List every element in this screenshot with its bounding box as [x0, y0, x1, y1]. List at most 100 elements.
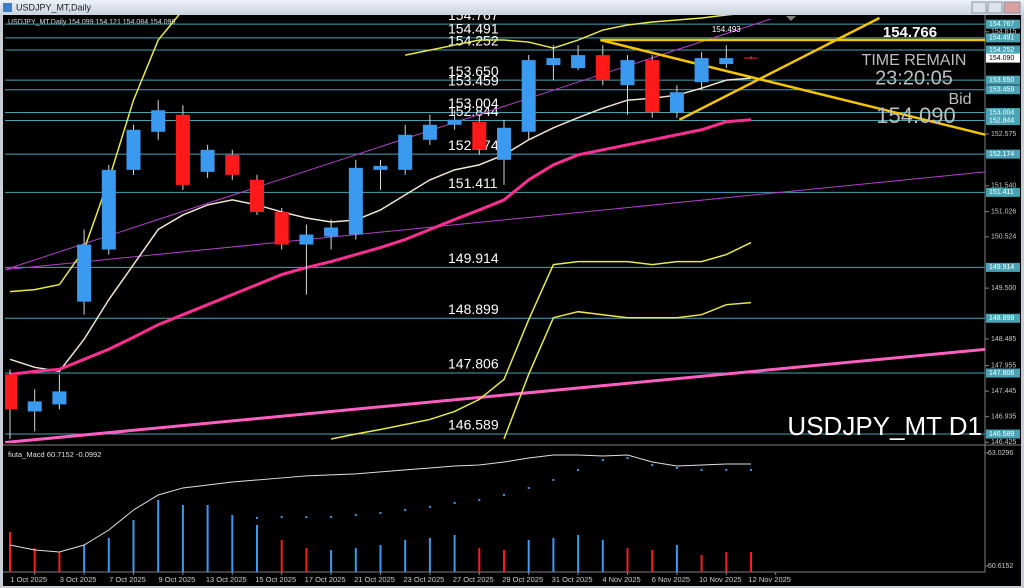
level-axis-box — [986, 429, 1020, 439]
candle-body — [546, 58, 561, 66]
macd-dot — [305, 515, 308, 518]
candle-body — [497, 127, 511, 160]
x-tick-label: 31 Oct 2025 — [552, 575, 593, 584]
trendline — [5, 347, 985, 443]
candle-body — [694, 58, 709, 83]
y-tick-label: 154.615 — [991, 29, 1016, 36]
level-axis-label: 152.844 — [989, 117, 1014, 124]
chart-area — [3, 15, 1021, 586]
y-tick-label: 149.500 — [991, 285, 1016, 292]
candle-body — [645, 60, 660, 113]
level-axis-box — [986, 368, 1020, 378]
macd-dot — [601, 459, 604, 462]
x-tick-label: 27 Oct 2025 — [453, 575, 494, 584]
title-bar — [0, 0, 1024, 15]
macd-dot — [577, 468, 580, 471]
level-axis-label: 154.767 — [989, 21, 1014, 28]
candle-body — [620, 60, 635, 86]
macd-dot — [552, 478, 555, 481]
x-tick-label: 23 Oct 2025 — [403, 575, 444, 584]
level-axis-box — [986, 85, 1020, 95]
candle-body — [521, 60, 536, 132]
y-tick-label: 151.026 — [991, 209, 1016, 216]
indicator-line — [9, 15, 180, 293]
macd-title: fiuta_Macd 60.7152 -0.0992 — [8, 450, 101, 459]
y-tick-label: 151.540 — [991, 183, 1016, 190]
level-axis-box — [986, 33, 1020, 43]
indicator-line — [405, 15, 734, 56]
trendline — [5, 18, 771, 271]
macd-dot — [725, 468, 728, 471]
level-axis-box — [986, 45, 1020, 55]
window-buttons[interactable] — [971, 1, 1021, 14]
level-label: 152.844 — [448, 103, 499, 119]
macd-dot — [651, 464, 654, 467]
candle-body — [719, 58, 734, 65]
macd-dot — [453, 501, 456, 504]
macd-dot — [675, 467, 678, 470]
level-axis-label: 152.174 — [989, 151, 1014, 158]
indicator-line — [503, 301, 752, 440]
candle-body — [324, 227, 339, 237]
trendline — [678, 16, 881, 121]
x-tick-label: 21 Oct 2025 — [354, 575, 395, 584]
level-axis-label: 146.589 — [989, 431, 1014, 438]
watermark: USDJPY_MT D1 — [787, 411, 982, 441]
maximize-button[interactable] — [987, 1, 1003, 14]
candle-body — [5, 374, 17, 410]
level-axis-label: 148.899 — [989, 315, 1014, 322]
close-button[interactable] — [1003, 1, 1021, 14]
level-axis-label: 153.004 — [989, 109, 1014, 116]
candle-body — [101, 169, 116, 250]
candle-body — [250, 179, 264, 212]
macd-dot — [256, 516, 258, 519]
trendline — [5, 171, 985, 271]
level-label: 146.589 — [448, 417, 499, 433]
x-tick-label: 17 Oct 2025 — [305, 575, 346, 584]
macd-dot — [478, 498, 481, 501]
time-remain: 23:20:05 — [875, 67, 953, 89]
level-label: 149.914 — [448, 250, 499, 266]
x-tick-label: 15 Oct 2025 — [255, 575, 296, 584]
x-tick-label: 7 Oct 2025 — [109, 575, 146, 584]
level-axis-box — [986, 149, 1020, 159]
candle-body — [571, 55, 586, 69]
y-tick-label: 148.485 — [991, 336, 1016, 343]
level-axis-box — [986, 313, 1020, 323]
level-axis-label: 154.252 — [989, 47, 1014, 54]
level-label: 153.459 — [448, 72, 499, 88]
level-axis-box — [986, 108, 1020, 118]
candle-body — [77, 244, 92, 302]
window-title: USDJPY_MT,Daily — [16, 2, 92, 12]
x-tick-label: 10 Nov 2025 — [699, 575, 742, 584]
x-tick-label: 13 Oct 2025 — [206, 575, 247, 584]
minimize-button[interactable] — [971, 1, 987, 14]
level-axis-label: 153.650 — [989, 77, 1014, 84]
level-label: 148.899 — [448, 301, 499, 317]
x-tick-label: 29 Oct 2025 — [502, 575, 543, 584]
level-label: 153.650 — [448, 63, 499, 79]
candle-body — [373, 165, 388, 170]
y-tick-label: 152.575 — [991, 131, 1016, 138]
x-tick-label: 4 Nov 2025 — [602, 575, 640, 584]
level-axis-label: 154.491 — [989, 35, 1014, 42]
candle-body — [299, 234, 314, 245]
bid-label: Bid — [948, 91, 971, 108]
level-axis-box — [986, 262, 1020, 272]
level-axis-box — [986, 187, 1020, 197]
macd-dot — [330, 515, 333, 518]
candle-body — [472, 121, 487, 150]
level-axis-label: 151.411 — [989, 189, 1014, 196]
level-axis-box — [986, 19, 1020, 29]
macd-signal — [9, 454, 751, 553]
candle-body — [398, 134, 413, 170]
candle-body — [348, 167, 363, 235]
candle-body — [225, 154, 240, 175]
level-label: 147.806 — [448, 356, 499, 372]
bid-axis-label: 154.090 — [989, 55, 1014, 62]
macd-pane — [9, 454, 752, 572]
macd-dot — [700, 468, 703, 471]
level-axis-label: 147.806 — [989, 370, 1014, 377]
macd-dot — [354, 513, 357, 516]
